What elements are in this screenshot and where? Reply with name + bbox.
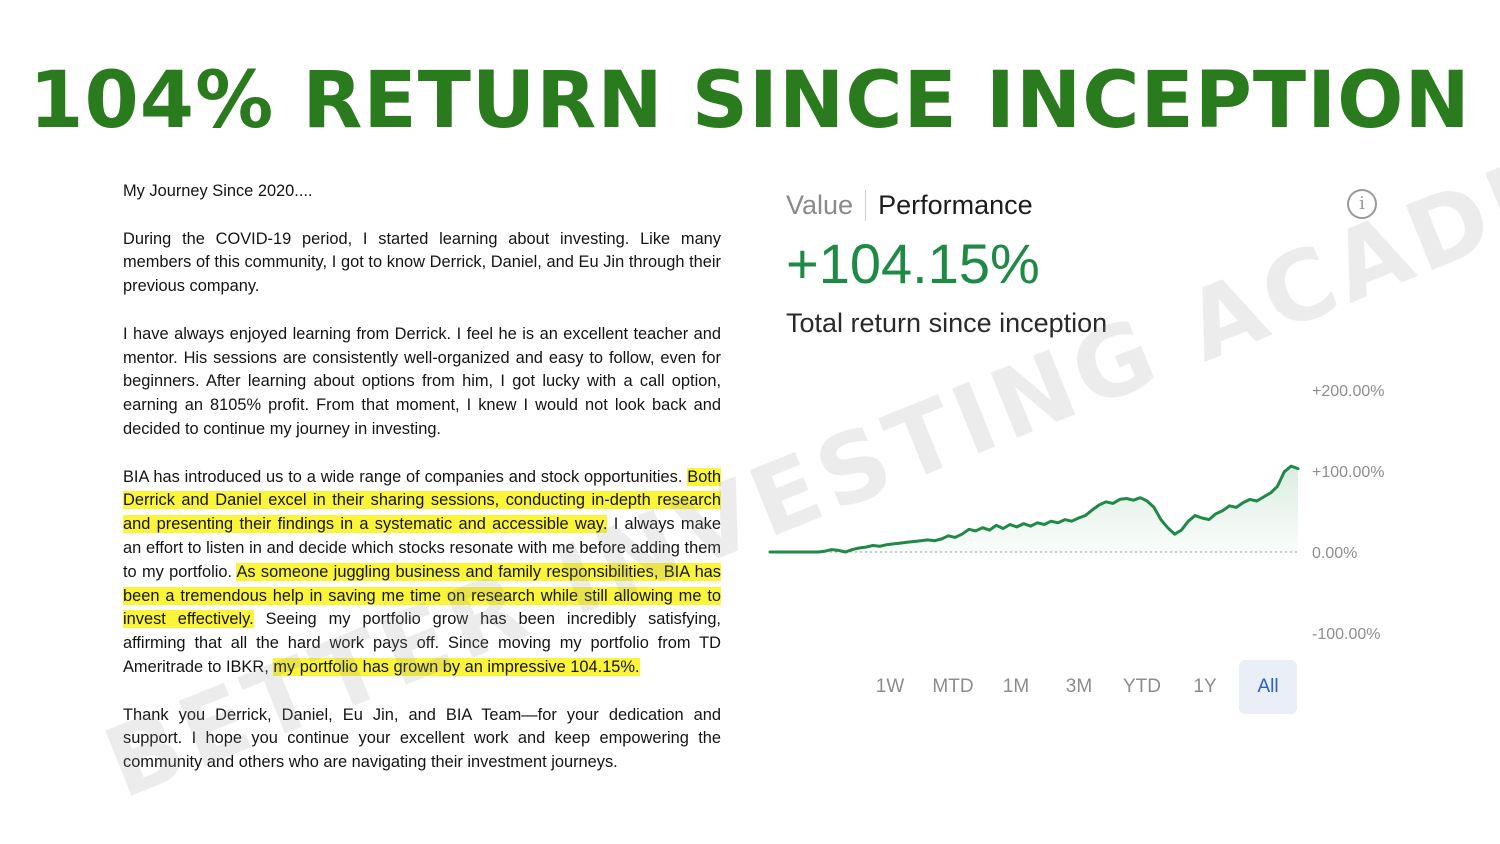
range-button-all[interactable]: All: [1239, 660, 1297, 714]
range-button-1w[interactable]: 1W: [875, 676, 905, 697]
letter-intro: My Journey Since 2020....: [123, 182, 313, 200]
tab-performance[interactable]: Performance: [878, 189, 1033, 220]
letter-paragraph-1: During the COVID-19 period, I started le…: [123, 229, 721, 296]
y-tick-label: -100.00%: [1312, 626, 1381, 643]
info-icon[interactable]: i: [1347, 189, 1377, 219]
y-tick-label: +200.00%: [1312, 383, 1385, 400]
letter-paragraph-4: Thank you Derrick, Daniel, Eu Jin, and B…: [123, 705, 721, 772]
total-return-caption: Total return since inception: [786, 308, 1108, 338]
testimonial-letter: My Journey Since 2020.... During the COV…: [123, 180, 721, 799]
y-tick-label: +100.00%: [1312, 464, 1385, 481]
range-button-ytd[interactable]: YTD: [1123, 676, 1161, 697]
tab-value[interactable]: Value: [786, 189, 867, 221]
view-tabs: Value Performance: [786, 186, 1045, 224]
total-return-value: +104.15%: [786, 232, 1040, 295]
letter-text: BIA has introduced us to a wide range of…: [123, 467, 688, 486]
range-button-3m[interactable]: 3M: [1065, 676, 1093, 697]
highlighted-text: my portfolio has grown by an impressive …: [273, 657, 640, 676]
performance-line: [768, 464, 1300, 554]
range-button-1y[interactable]: 1Y: [1193, 676, 1217, 697]
letter-text: I always make an effort to listen in and…: [123, 515, 721, 581]
letter-paragraph-2: I have always enjoyed learning from Derr…: [123, 324, 721, 438]
range-button-1m[interactable]: 1M: [1002, 676, 1030, 697]
y-tick-label: 0.00%: [1312, 545, 1357, 562]
range-button-mtd[interactable]: MTD: [932, 676, 974, 697]
range-selector: 1W MTD 1M 3M YTD 1Y All: [861, 660, 1302, 714]
y-axis-labels: +200.00% +100.00% 0.00% -100.00%: [1312, 383, 1385, 643]
letter-text: Seeing my portfolio grow has been incred…: [123, 610, 721, 676]
headline: 104% RETURN SINCE INCEPTION: [29, 56, 1471, 146]
letter-paragraph-3: BIA has introduced us to a wide range of…: [123, 466, 721, 680]
performance-area: [770, 466, 1298, 552]
